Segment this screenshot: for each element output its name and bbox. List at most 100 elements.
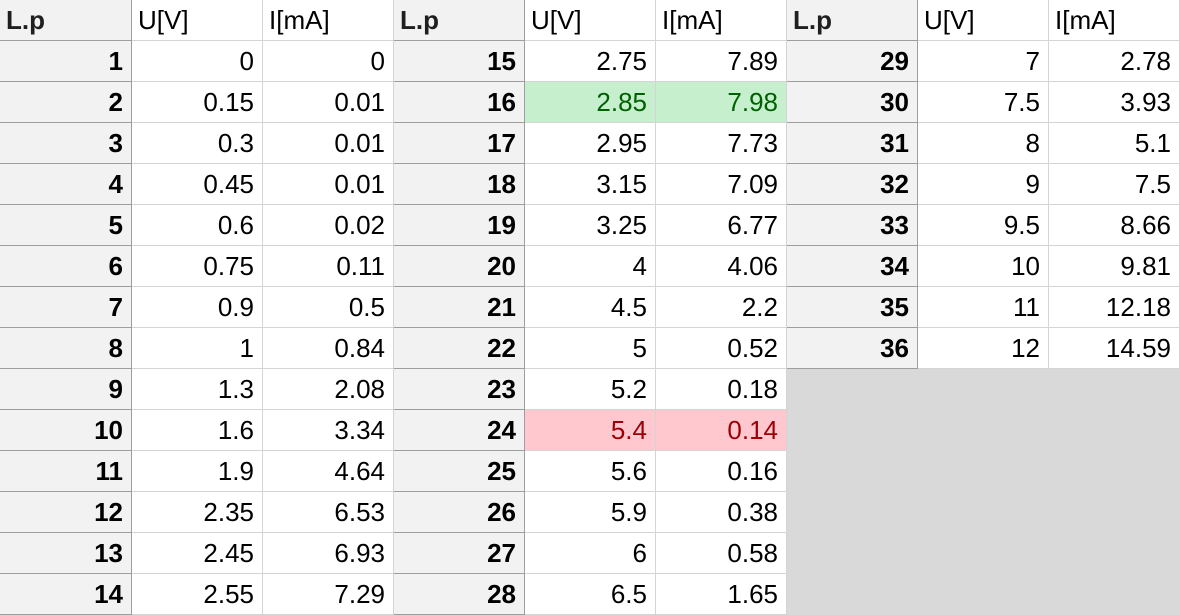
current-cell[interactable]: 0.84 (263, 328, 394, 369)
current-cell[interactable]: 2.2 (656, 287, 787, 328)
current-cell[interactable]: 7.89 (656, 41, 787, 82)
voltage-cell[interactable]: 4 (525, 246, 656, 287)
row-number[interactable]: 28 (394, 574, 525, 615)
row-number[interactable]: 4 (0, 164, 132, 205)
voltage-cell[interactable]: 5.4 (525, 410, 656, 451)
row-number[interactable]: 29 (787, 41, 918, 82)
row-number[interactable]: 15 (394, 41, 525, 82)
voltage-cell[interactable]: 8 (918, 123, 1049, 164)
voltage-cell[interactable]: 1 (132, 328, 263, 369)
current-cell[interactable]: 2.78 (1049, 41, 1180, 82)
voltage-cell[interactable]: 2.85 (525, 82, 656, 123)
row-number[interactable]: 23 (394, 369, 525, 410)
current-cell[interactable]: 7.5 (1049, 164, 1180, 205)
row-number[interactable]: 20 (394, 246, 525, 287)
row-number[interactable]: 24 (394, 410, 525, 451)
voltage-cell[interactable]: 9.5 (918, 205, 1049, 246)
current-cell[interactable]: 8.66 (1049, 205, 1180, 246)
voltage-cell[interactable]: 4.5 (525, 287, 656, 328)
row-number[interactable]: 21 (394, 287, 525, 328)
row-number[interactable]: 9 (0, 369, 132, 410)
row-number[interactable]: 3 (0, 123, 132, 164)
row-number[interactable]: 6 (0, 246, 132, 287)
row-number[interactable]: 14 (0, 574, 132, 615)
voltage-cell[interactable]: 7 (918, 41, 1049, 82)
row-number[interactable]: 27 (394, 533, 525, 574)
row-number[interactable]: 32 (787, 164, 918, 205)
current-cell[interactable]: 0.38 (656, 492, 787, 533)
row-number[interactable]: 19 (394, 205, 525, 246)
current-cell[interactable]: 7.73 (656, 123, 787, 164)
current-cell[interactable]: 7.98 (656, 82, 787, 123)
current-cell[interactable]: 0.01 (263, 82, 394, 123)
row-number[interactable]: 36 (787, 328, 918, 369)
current-cell[interactable]: 0.14 (656, 410, 787, 451)
current-cell[interactable]: 12.18 (1049, 287, 1180, 328)
voltage-cell[interactable]: 2.75 (525, 41, 656, 82)
voltage-cell[interactable]: 5.6 (525, 451, 656, 492)
current-cell[interactable]: 0.16 (656, 451, 787, 492)
row-number[interactable]: 1 (0, 41, 132, 82)
current-cell[interactable]: 7.29 (263, 574, 394, 615)
current-cell[interactable]: 6.53 (263, 492, 394, 533)
voltage-cell[interactable]: 0.75 (132, 246, 263, 287)
current-cell[interactable]: 4.64 (263, 451, 394, 492)
voltage-cell[interactable]: 0 (132, 41, 263, 82)
current-cell[interactable]: 0.5 (263, 287, 394, 328)
voltage-cell[interactable]: 7.5 (918, 82, 1049, 123)
voltage-cell[interactable]: 6.5 (525, 574, 656, 615)
current-cell[interactable]: 3.93 (1049, 82, 1180, 123)
voltage-cell[interactable]: 0.45 (132, 164, 263, 205)
voltage-cell[interactable]: 1.9 (132, 451, 263, 492)
current-cell[interactable]: 4.06 (656, 246, 787, 287)
current-cell[interactable]: 1.65 (656, 574, 787, 615)
row-number[interactable]: 10 (0, 410, 132, 451)
voltage-cell[interactable]: 6 (525, 533, 656, 574)
voltage-cell[interactable]: 3.15 (525, 164, 656, 205)
voltage-cell[interactable]: 1.6 (132, 410, 263, 451)
row-number[interactable]: 5 (0, 205, 132, 246)
voltage-cell[interactable]: 12 (918, 328, 1049, 369)
current-cell[interactable]: 0.01 (263, 164, 394, 205)
row-number[interactable]: 18 (394, 164, 525, 205)
row-number[interactable]: 16 (394, 82, 525, 123)
current-cell[interactable]: 9.81 (1049, 246, 1180, 287)
current-cell[interactable]: 7.09 (656, 164, 787, 205)
current-cell[interactable]: 3.34 (263, 410, 394, 451)
row-number[interactable]: 11 (0, 451, 132, 492)
voltage-cell[interactable]: 0.9 (132, 287, 263, 328)
current-cell[interactable]: 14.59 (1049, 328, 1180, 369)
voltage-cell[interactable]: 9 (918, 164, 1049, 205)
current-cell[interactable]: 2.08 (263, 369, 394, 410)
voltage-cell[interactable]: 2.55 (132, 574, 263, 615)
voltage-cell[interactable]: 2.45 (132, 533, 263, 574)
current-cell[interactable]: 0.52 (656, 328, 787, 369)
voltage-cell[interactable]: 5 (525, 328, 656, 369)
row-number[interactable]: 35 (787, 287, 918, 328)
voltage-cell[interactable]: 3.25 (525, 205, 656, 246)
row-number[interactable]: 13 (0, 533, 132, 574)
current-cell[interactable]: 6.93 (263, 533, 394, 574)
voltage-cell[interactable]: 5.2 (525, 369, 656, 410)
voltage-cell[interactable]: 0.6 (132, 205, 263, 246)
voltage-cell[interactable]: 2.95 (525, 123, 656, 164)
row-number[interactable]: 26 (394, 492, 525, 533)
current-cell[interactable]: 0.01 (263, 123, 394, 164)
voltage-cell[interactable]: 10 (918, 246, 1049, 287)
row-number[interactable]: 7 (0, 287, 132, 328)
voltage-cell[interactable]: 5.9 (525, 492, 656, 533)
voltage-cell[interactable]: 2.35 (132, 492, 263, 533)
row-number[interactable]: 12 (0, 492, 132, 533)
current-cell[interactable]: 0.18 (656, 369, 787, 410)
voltage-cell[interactable]: 1.3 (132, 369, 263, 410)
voltage-cell[interactable]: 0.15 (132, 82, 263, 123)
current-cell[interactable]: 6.77 (656, 205, 787, 246)
current-cell[interactable]: 0.02 (263, 205, 394, 246)
current-cell[interactable]: 0.11 (263, 246, 394, 287)
voltage-cell[interactable]: 0.3 (132, 123, 263, 164)
current-cell[interactable]: 0.58 (656, 533, 787, 574)
row-number[interactable]: 2 (0, 82, 132, 123)
row-number[interactable]: 30 (787, 82, 918, 123)
row-number[interactable]: 33 (787, 205, 918, 246)
row-number[interactable]: 31 (787, 123, 918, 164)
